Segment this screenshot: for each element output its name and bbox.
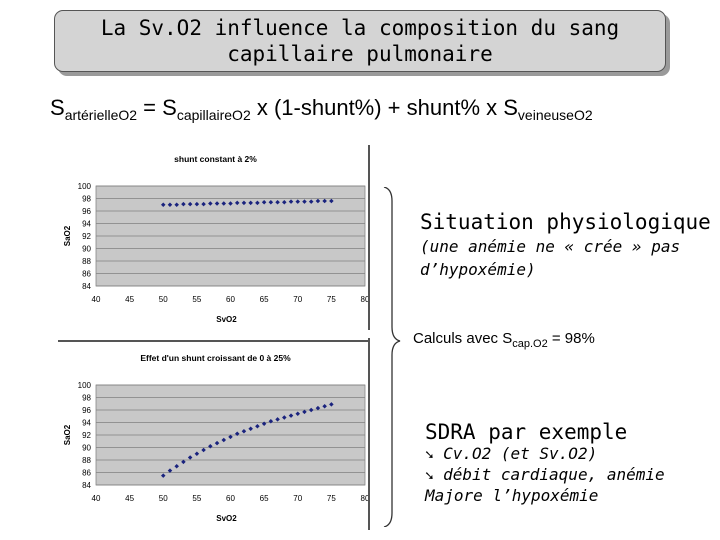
sdra-line-1-text: Cv.O2 (et Sv.O2) — [443, 444, 598, 463]
chart-divider-1 — [368, 145, 370, 330]
data-point — [214, 201, 220, 206]
data-point — [194, 201, 200, 207]
y-tick-label: 96 — [82, 207, 91, 216]
y-tick-label: 94 — [82, 220, 91, 229]
x-tick-label: 65 — [260, 494, 269, 503]
sdra-title: SDRA par exemple — [425, 420, 628, 444]
calculation-note: Calculs avec Scap.O2 = 98% — [413, 330, 595, 350]
data-point — [187, 201, 193, 207]
shunt-formula: SartérielleO2 = ScapillaireO2 x (1-shunt… — [50, 95, 710, 123]
y-tick-label: 98 — [82, 195, 91, 204]
data-point — [241, 200, 247, 206]
data-point — [221, 201, 227, 206]
x-tick-label: 40 — [92, 295, 101, 304]
x-tick-label: 80 — [361, 494, 370, 503]
situation-title: Situation physiologique — [420, 210, 711, 234]
data-point — [315, 198, 321, 204]
data-point — [315, 405, 321, 411]
title-line-2: capillaire pulmonaire — [227, 42, 493, 66]
y-tick-label: 84 — [82, 282, 91, 291]
y-tick-label: 98 — [82, 394, 91, 403]
chart-divider-3 — [368, 338, 370, 530]
sdra-block: SDRA par exemple ➘ Cv.O2 (et Sv.O2) ➘ dé… — [425, 420, 715, 506]
data-point — [228, 201, 233, 206]
slide-title: La Sv.O2 influence la composition du san… — [54, 10, 666, 72]
x-tick-label: 70 — [293, 295, 302, 304]
sdra-line-1: ➘ Cv.O2 (et Sv.O2) — [425, 444, 715, 465]
data-point — [234, 200, 240, 206]
sdra-line-2: ➘ débit cardiaque, anémie — [425, 465, 715, 486]
x-tick-label: 50 — [159, 494, 168, 503]
situation-note-2: d’hypoxémie) — [420, 260, 536, 279]
data-point — [208, 201, 213, 206]
y-tick-label: 100 — [78, 381, 92, 390]
chart-title: Effet d'un shunt croissant de 0 à 25% — [140, 353, 291, 363]
x-tick-label: 45 — [125, 295, 134, 304]
y-tick-label: 90 — [82, 245, 91, 254]
x-tick-label: 55 — [192, 295, 201, 304]
x-tick-label: 80 — [361, 295, 370, 304]
x-tick-label: 60 — [226, 494, 235, 503]
title-line-1: La Sv.O2 influence la composition du san… — [100, 16, 620, 40]
x-tick-label: 70 — [293, 494, 302, 503]
y-tick-label: 86 — [82, 270, 91, 279]
formula-sub-venous: veineuseO2 — [517, 107, 593, 123]
arrow-down-right-icon: ➘ — [425, 468, 434, 484]
data-point — [201, 201, 206, 207]
sdra-line-2-text: débit cardiaque, anémie — [443, 465, 665, 484]
y-tick-label: 84 — [82, 481, 91, 490]
chart-title: shunt constant à 2% — [174, 154, 257, 164]
x-axis-label: SvO2 — [216, 315, 237, 324]
situation-note-1: (une anémie ne « crée » pas — [420, 237, 681, 256]
chart-shunt-constant: 100 98 96 94 92 90 88 86 84 40 45 50 55 60 65 70 75 80 shu… — [58, 148, 370, 326]
formula-sub-arterial: artérielleO2 — [64, 107, 138, 123]
data-point — [282, 199, 287, 205]
data-point — [248, 200, 253, 206]
x-axis-label: SvO2 — [216, 514, 237, 523]
y-tick-label: 94 — [82, 419, 91, 428]
formula-middle: x (1-shunt%) + shunt% x S — [250, 95, 518, 120]
situation-block: Situation physiologique (une anémie ne «… — [420, 210, 711, 280]
x-tick-label: 55 — [192, 494, 201, 503]
y-tick-label: 88 — [82, 257, 91, 266]
y-tick-label: 100 — [78, 182, 92, 191]
arrow-down-right-icon: ➘ — [425, 447, 434, 463]
data-point — [275, 199, 280, 205]
x-tick-label: 75 — [327, 295, 336, 304]
calc-prefix: Calculs avec S — [413, 330, 513, 347]
chart-shunt-increasing: 100 98 96 94 92 90 88 86 84 40 45 50 55 60 65 70 75 80 Eff… — [58, 347, 370, 527]
curly-brace-icon — [383, 187, 401, 527]
x-tick-label: 50 — [159, 295, 168, 304]
data-point — [308, 199, 314, 204]
calc-sub: cap.O2 — [512, 338, 548, 350]
formula-equals: = S — [137, 95, 177, 120]
sdra-line-3: Majore l’hypoxémie — [425, 486, 599, 505]
x-tick-label: 75 — [327, 494, 336, 503]
x-tick-label: 45 — [125, 494, 134, 503]
chart-divider-2 — [58, 340, 370, 342]
formula-sub-capillary: capillaireO2 — [176, 107, 251, 123]
y-tick-label: 96 — [82, 406, 91, 415]
x-tick-label: 60 — [226, 295, 235, 304]
y-tick-label: 90 — [82, 444, 91, 453]
x-tick-label: 40 — [92, 494, 101, 503]
y-axis-label: SaO2 — [63, 225, 72, 246]
y-tick-label: 92 — [82, 232, 91, 241]
x-tick-label: 65 — [260, 295, 269, 304]
calc-suffix: = 98% — [547, 330, 595, 347]
y-tick-label: 88 — [82, 456, 91, 465]
y-axis-label: SaO2 — [63, 424, 72, 445]
y-tick-label: 86 — [82, 469, 91, 478]
y-tick-label: 92 — [82, 431, 91, 440]
formula-s1: S — [50, 95, 65, 120]
